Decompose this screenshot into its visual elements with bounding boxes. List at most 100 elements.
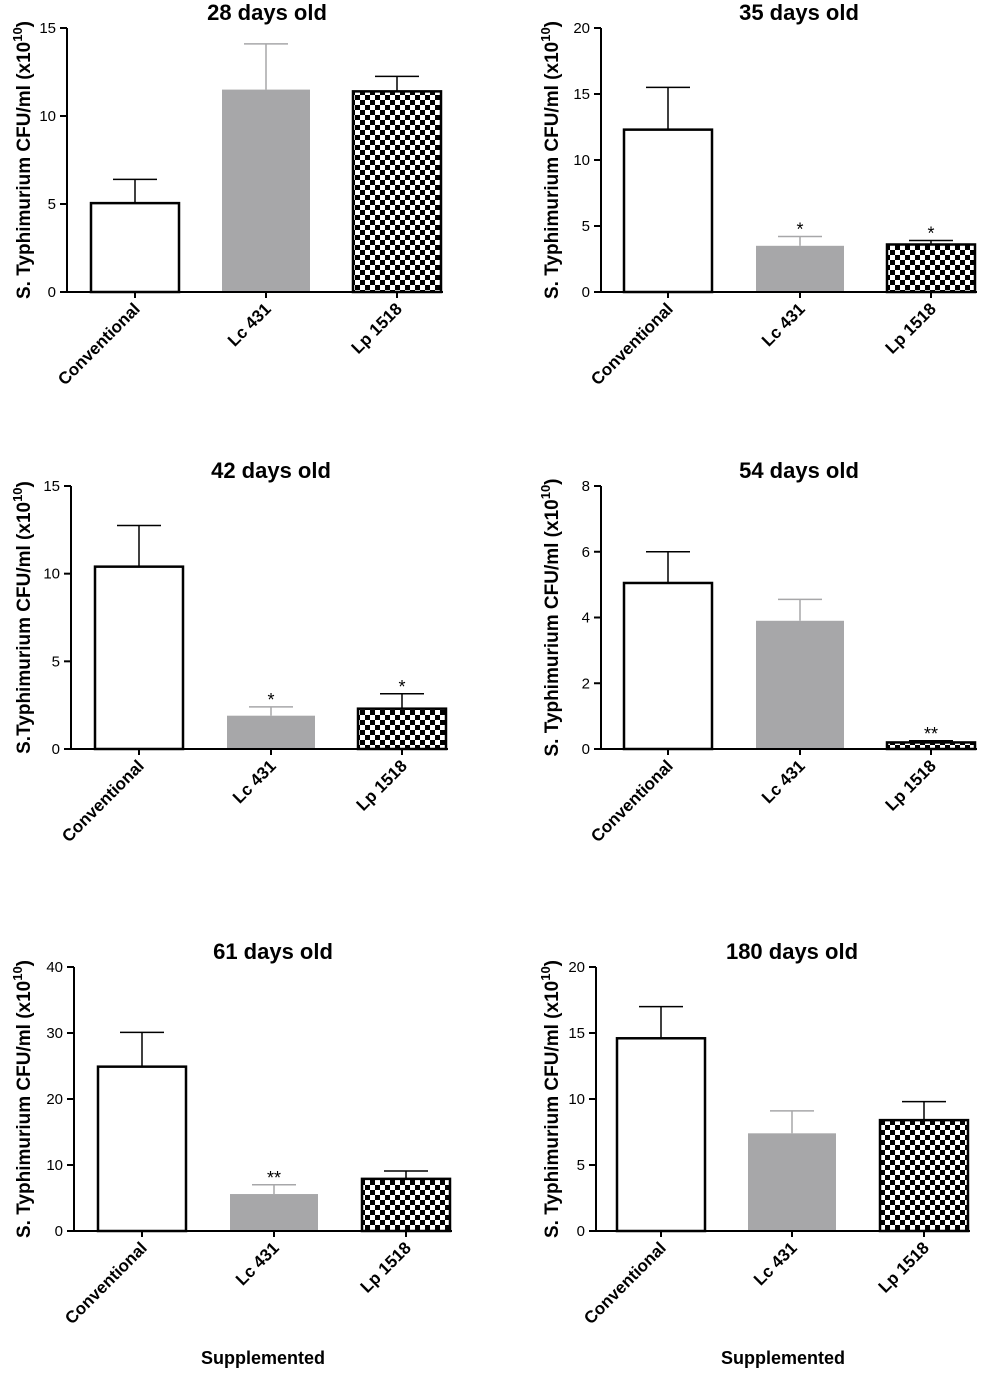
x-category-label: Conventional	[587, 299, 677, 389]
y-tick-label: 10	[568, 1091, 585, 1108]
x-category-label: Lc 431	[750, 1238, 801, 1289]
x-category-label: Conventional	[587, 756, 677, 846]
x-category-label: Lp 1518	[348, 299, 406, 357]
significance-mark-lc-431: *	[267, 690, 274, 710]
x-category-label: Lp 1518	[357, 1238, 415, 1296]
y-tick-label: 10	[39, 108, 56, 125]
y-axis-label-end: )	[542, 960, 563, 966]
x-category-label: Conventional	[580, 1238, 670, 1328]
x-category-label: Conventional	[61, 1238, 151, 1328]
y-axis-label: S. Typhimurium CFU/ml (x1010)	[10, 21, 35, 299]
y-axis-label-text: S.Typhimurium CFU/ml (x10	[14, 502, 35, 754]
y-axis-label-superscript: 10	[538, 485, 553, 499]
y-axis-label-superscript: 10	[10, 966, 25, 980]
y-axis-label: S.Typhimurium CFU/ml (x1010)	[10, 481, 35, 754]
y-axis-label-end: )	[14, 21, 35, 27]
y-axis-label: S. Typhimurium CFU/ml (x1010)	[10, 960, 35, 1238]
y-axis-label-end: )	[14, 481, 35, 487]
x-axis-label: Supplemented	[721, 1348, 845, 1368]
chart-panel-2: 35 days old * * 0 5 10 15 20 Conventional Lc 431 L…	[538, 0, 977, 389]
chart-panel-3: 42 days old * * 0 5 10 15 Conventional Lc 431 Lp …	[10, 458, 448, 846]
bar-lc-431	[756, 620, 844, 749]
bar-lc-431	[222, 89, 310, 292]
y-axis-label-text: S. Typhimurium CFU/ml (x10	[14, 42, 35, 299]
bar-conventional	[622, 581, 714, 751]
bar-conventional	[96, 1065, 188, 1233]
chart-title: 61 days old	[213, 939, 333, 964]
y-axis-label-superscript: 10	[538, 966, 553, 980]
bar-conventional	[89, 201, 181, 294]
y-tick-label: 15	[568, 1025, 585, 1042]
y-tick-label: 10	[43, 566, 60, 583]
y-tick-label: 5	[52, 653, 60, 670]
y-axis-label-superscript: 10	[10, 487, 25, 501]
significance-mark-lc-431: **	[267, 1168, 281, 1188]
significance-mark-lp-1518: **	[924, 724, 938, 744]
y-axis-label-superscript: 10	[10, 27, 25, 41]
chart-title: 180 days old	[726, 939, 858, 964]
y-tick-label: 20	[568, 959, 585, 976]
x-category-label: Conventional	[54, 299, 144, 389]
y-tick-label: 8	[582, 478, 590, 495]
y-tick-label: 15	[39, 20, 56, 37]
y-tick-label: 10	[573, 152, 590, 169]
y-tick-label: 0	[55, 1223, 63, 1240]
bar-lc-431	[748, 1133, 836, 1231]
y-tick-label: 10	[46, 1157, 63, 1174]
chart-title: 28 days old	[207, 0, 327, 25]
y-tick-label: 15	[43, 478, 60, 495]
significance-mark-lp-1518: *	[927, 224, 934, 244]
bar-lp-1518	[351, 90, 443, 294]
x-category-label: Conventional	[58, 756, 148, 846]
chart-panel-1: 28 days old 0 5 10 15 Conventional Lc 431 Lp 15…	[10, 0, 443, 389]
bar-conventional	[615, 1037, 707, 1233]
y-tick-label: 20	[573, 20, 590, 37]
bar-conventional	[93, 565, 185, 751]
y-tick-label: 0	[48, 284, 56, 301]
bar-lc-431	[756, 245, 844, 292]
x-category-label: Lp 1518	[353, 756, 411, 814]
x-category-label: Lp 1518	[875, 1238, 933, 1296]
y-axis-label-superscript: 10	[538, 27, 553, 41]
x-category-label: Lc 431	[758, 299, 809, 350]
y-tick-label: 5	[582, 218, 590, 235]
y-axis-label: S. Typhimurium CFU/ml (x1010)	[538, 478, 563, 756]
x-category-label: Lp 1518	[882, 756, 940, 814]
y-tick-label: 30	[46, 1025, 63, 1042]
y-axis-label-text: S. Typhimurium CFU/ml (x10	[542, 42, 563, 299]
y-axis-label: S. Typhimurium CFU/ml (x1010)	[538, 960, 563, 1238]
x-category-label: Lc 431	[229, 756, 280, 807]
y-tick-label: 0	[582, 284, 590, 301]
bar-lc-431	[227, 715, 315, 749]
y-tick-label: 4	[582, 610, 590, 627]
chart-panel-5: 61 days old ** 0 10 20 30 40 Conventional Lc 431…	[10, 939, 452, 1368]
chart-title: 54 days old	[739, 458, 859, 483]
chart-title: 35 days old	[739, 0, 859, 25]
bar-lp-1518	[356, 707, 448, 751]
bar-lp-1518	[878, 1118, 970, 1233]
bar-lc-431	[230, 1194, 318, 1231]
y-axis-label-text: S. Typhimurium CFU/ml (x10	[542, 499, 563, 756]
y-tick-label: 5	[577, 1157, 585, 1174]
chart-panel-6: 180 days old 0 5 10 15 20 Conventional Lc 431 Lp…	[538, 939, 970, 1368]
x-axis-label: Supplemented	[201, 1348, 325, 1368]
y-tick-label: 20	[46, 1091, 63, 1108]
x-category-label: Lp 1518	[882, 299, 940, 357]
x-category-label: Lc 431	[758, 756, 809, 807]
y-tick-label: 0	[52, 741, 60, 758]
y-tick-label: 40	[46, 959, 63, 976]
y-axis-label-end: )	[542, 478, 563, 484]
y-axis-label-text: S. Typhimurium CFU/ml (x10	[542, 981, 563, 1238]
chart-title: 42 days old	[211, 458, 331, 483]
x-category-label: Lc 431	[224, 299, 275, 350]
significance-mark-lc-431: *	[796, 220, 803, 240]
y-tick-label: 5	[48, 196, 56, 213]
bar-lp-1518	[360, 1177, 452, 1233]
y-tick-label: 0	[577, 1223, 585, 1240]
y-axis-label-text: S. Typhimurium CFU/ml (x10	[14, 981, 35, 1238]
y-axis-label-end: )	[14, 960, 35, 966]
y-axis-label: S. Typhimurium CFU/ml (x1010)	[538, 21, 563, 299]
bar-lp-1518	[885, 243, 977, 294]
bar-conventional	[622, 128, 714, 294]
